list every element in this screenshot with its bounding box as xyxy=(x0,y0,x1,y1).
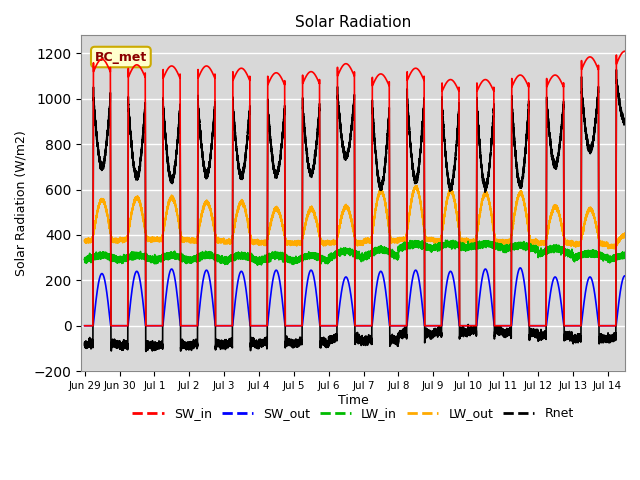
LW_out xyxy=(591,217,598,223)
Rnet xyxy=(553,160,561,166)
SW_out xyxy=(516,265,524,271)
Rnet xyxy=(235,162,243,168)
LW_out xyxy=(81,238,88,244)
SW_out xyxy=(131,273,138,279)
LW_in xyxy=(131,253,138,259)
LW_in xyxy=(235,255,243,261)
Line: LW_in: LW_in xyxy=(84,240,640,265)
SW_out xyxy=(639,323,640,329)
LW_in xyxy=(81,256,88,262)
LW_out xyxy=(235,204,243,210)
LW_in xyxy=(553,244,561,250)
LW_in xyxy=(442,238,449,243)
Rnet xyxy=(612,67,620,72)
Rnet xyxy=(81,341,88,347)
SW_out xyxy=(81,323,88,329)
SW_out xyxy=(553,276,561,282)
Title: Solar Radiation: Solar Radiation xyxy=(295,15,412,30)
LW_out xyxy=(413,183,421,189)
SW_in xyxy=(131,63,138,69)
Line: Rnet: Rnet xyxy=(84,70,640,351)
LW_in xyxy=(253,263,261,268)
Text: BC_met: BC_met xyxy=(95,50,147,63)
SW_out xyxy=(512,280,520,286)
SW_out xyxy=(591,291,598,297)
Rnet xyxy=(591,122,598,128)
X-axis label: Time: Time xyxy=(338,394,369,407)
SW_out xyxy=(235,276,243,282)
Rnet xyxy=(273,175,280,181)
SW_out xyxy=(273,267,280,273)
Rnet xyxy=(512,156,520,162)
LW_out xyxy=(273,205,280,211)
LW_in xyxy=(591,251,598,256)
Rnet xyxy=(639,336,640,341)
LW_in xyxy=(639,258,640,264)
SW_in xyxy=(273,70,280,76)
SW_in xyxy=(621,48,628,54)
Line: LW_out: LW_out xyxy=(84,186,640,249)
SW_in xyxy=(81,323,88,329)
LW_in xyxy=(273,255,280,261)
SW_in xyxy=(639,323,640,329)
LW_out xyxy=(611,246,618,252)
LW_out xyxy=(131,198,138,204)
Rnet xyxy=(131,168,138,174)
Line: SW_out: SW_out xyxy=(84,268,640,326)
Line: SW_in: SW_in xyxy=(84,51,640,326)
SW_in xyxy=(235,67,243,73)
Legend: SW_in, SW_out, LW_in, LW_out, Rnet: SW_in, SW_out, LW_in, LW_out, Rnet xyxy=(127,402,579,425)
LW_out xyxy=(553,204,561,209)
SW_in xyxy=(591,59,598,64)
LW_out xyxy=(639,245,640,251)
Y-axis label: Solar Radiation (W/m2): Solar Radiation (W/m2) xyxy=(15,131,28,276)
LW_in xyxy=(513,242,520,248)
Rnet xyxy=(142,348,150,354)
SW_in xyxy=(553,73,561,79)
SW_in xyxy=(512,75,520,81)
LW_out xyxy=(512,204,520,209)
